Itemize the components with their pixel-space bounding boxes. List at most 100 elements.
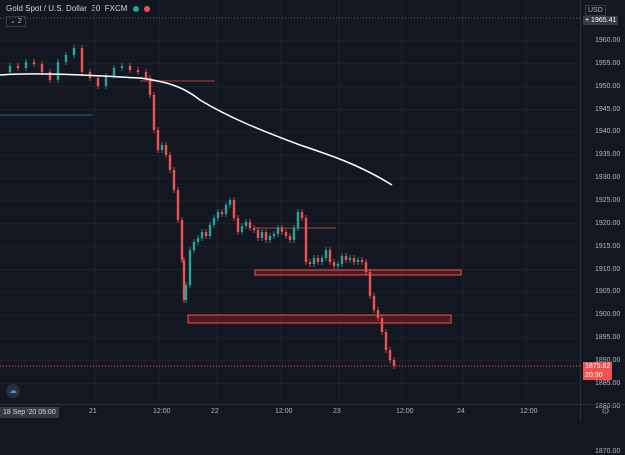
candle-body bbox=[272, 234, 276, 236]
demand-zone bbox=[187, 314, 452, 324]
candle-body bbox=[392, 360, 396, 366]
current-date-tag: 18 Sep '20 05:00 bbox=[0, 407, 59, 418]
candle-body bbox=[200, 232, 204, 238]
candle-body bbox=[328, 250, 332, 262]
symbol-name: Gold Spot / U.S. Dollar bbox=[6, 4, 87, 13]
candle-body bbox=[172, 170, 176, 190]
candle-body bbox=[388, 350, 392, 360]
candle-body bbox=[284, 232, 288, 236]
candle-body bbox=[156, 130, 160, 150]
alert-status-icon bbox=[143, 5, 150, 12]
candle-body bbox=[380, 318, 384, 332]
countdown: 20:30 bbox=[585, 372, 603, 379]
candle-body bbox=[196, 238, 200, 242]
time-label: 12:00 bbox=[520, 408, 538, 415]
candle-body bbox=[276, 228, 280, 234]
candle-body bbox=[296, 212, 300, 228]
time-label: 22 bbox=[211, 408, 219, 415]
candle-body bbox=[148, 78, 152, 95]
candle-body bbox=[384, 332, 388, 350]
time-axis[interactable]: 18 Sep '20 05:00 21 12:00 22 12:00 23 12:00 24… bbox=[0, 404, 580, 421]
time-label: 12:00 bbox=[396, 408, 414, 415]
time-label: 21 bbox=[89, 408, 97, 415]
price-label: 1955.00 bbox=[595, 59, 621, 67]
candle-body bbox=[104, 76, 108, 86]
candle-body bbox=[80, 48, 84, 72]
price-label: 1895.00 bbox=[595, 334, 621, 342]
candle-body bbox=[344, 256, 348, 260]
candle-body bbox=[152, 95, 156, 130]
price-label: 1870.00 bbox=[595, 448, 621, 455]
candle-body bbox=[228, 200, 232, 205]
candle-body bbox=[320, 258, 324, 262]
price-label: 1930.00 bbox=[595, 174, 621, 182]
price-label: 1910.00 bbox=[595, 265, 621, 273]
candle-body bbox=[184, 285, 188, 300]
chevron-down-icon: ⌄ bbox=[10, 18, 16, 25]
candle-body bbox=[64, 55, 68, 62]
time-label: 12:00 bbox=[275, 408, 293, 415]
candle-body bbox=[364, 262, 368, 272]
candle-body bbox=[56, 62, 60, 80]
candle-body bbox=[40, 64, 44, 72]
candle-body bbox=[180, 220, 184, 260]
candle-body bbox=[332, 262, 336, 266]
candle-body bbox=[360, 260, 364, 262]
tradingview-logo-icon[interactable]: ☁ bbox=[6, 384, 20, 398]
price-label: 1905.00 bbox=[595, 288, 621, 296]
candle-body bbox=[208, 225, 212, 236]
indicator-count: 2 bbox=[17, 18, 22, 25]
candle-body bbox=[308, 262, 312, 264]
moving-average-line bbox=[0, 73, 393, 186]
candle-body bbox=[16, 66, 20, 68]
candle-body bbox=[248, 222, 252, 228]
candle-body bbox=[336, 264, 340, 266]
candle-body bbox=[260, 232, 264, 238]
candle-body bbox=[268, 236, 272, 240]
indicator-toggle-button[interactable]: ⌄ 2 bbox=[6, 16, 26, 27]
candle-body bbox=[324, 250, 328, 258]
candle-body bbox=[164, 145, 168, 155]
plus-icon: + bbox=[585, 17, 592, 24]
candle-body bbox=[348, 258, 352, 260]
chart-area[interactable]: Gold Spot / U.S. Dollar 30 FXCM ⌄ 2 ☁ bbox=[0, 0, 580, 404]
candle-body bbox=[316, 258, 320, 262]
last-price-tag: 1875.62 20:30 bbox=[583, 362, 613, 380]
candle-body bbox=[168, 155, 172, 170]
price-label: 1940.00 bbox=[595, 128, 621, 136]
price-label: 1900.00 bbox=[595, 311, 621, 319]
candle-body bbox=[144, 72, 148, 78]
candle-body bbox=[8, 66, 12, 72]
candle-body bbox=[112, 68, 116, 76]
candle-body bbox=[220, 212, 224, 214]
candle-body bbox=[96, 78, 100, 86]
price-label: 1960.00 bbox=[595, 37, 621, 44]
currency-label[interactable]: USD bbox=[585, 5, 606, 16]
gear-icon[interactable]: ⚙ bbox=[601, 406, 610, 417]
price-label: 1945.00 bbox=[595, 105, 621, 113]
candle-body bbox=[340, 256, 344, 264]
price-axis[interactable]: USD 1960.00 1955.00 1950.00 1945.00 1940.00 1… bbox=[580, 0, 625, 455]
candlestick-plot[interactable] bbox=[0, 0, 580, 404]
time-label: 23 bbox=[333, 408, 341, 415]
candle-body bbox=[48, 72, 52, 80]
candle-body bbox=[160, 145, 164, 150]
candle-body bbox=[256, 230, 260, 238]
price-label: 1915.00 bbox=[595, 242, 621, 250]
candle-body bbox=[128, 66, 132, 70]
supply-zone bbox=[254, 269, 462, 276]
candle-body bbox=[188, 250, 192, 285]
interval: 30 bbox=[91, 4, 101, 13]
symbol-title[interactable]: Gold Spot / U.S. Dollar 30 FXCM bbox=[6, 4, 150, 13]
last-price: 1875.62 bbox=[585, 363, 611, 370]
candle-body bbox=[72, 48, 76, 55]
candle-body bbox=[252, 228, 256, 230]
time-label: 12:00 bbox=[153, 408, 171, 415]
candle-body bbox=[352, 258, 356, 262]
candle-body bbox=[236, 218, 240, 232]
candle-body bbox=[216, 212, 220, 218]
price-label: 1880.00 bbox=[595, 402, 621, 410]
price-label: 1885.00 bbox=[595, 379, 621, 387]
candle-body bbox=[280, 228, 284, 232]
candle-body bbox=[356, 260, 360, 262]
